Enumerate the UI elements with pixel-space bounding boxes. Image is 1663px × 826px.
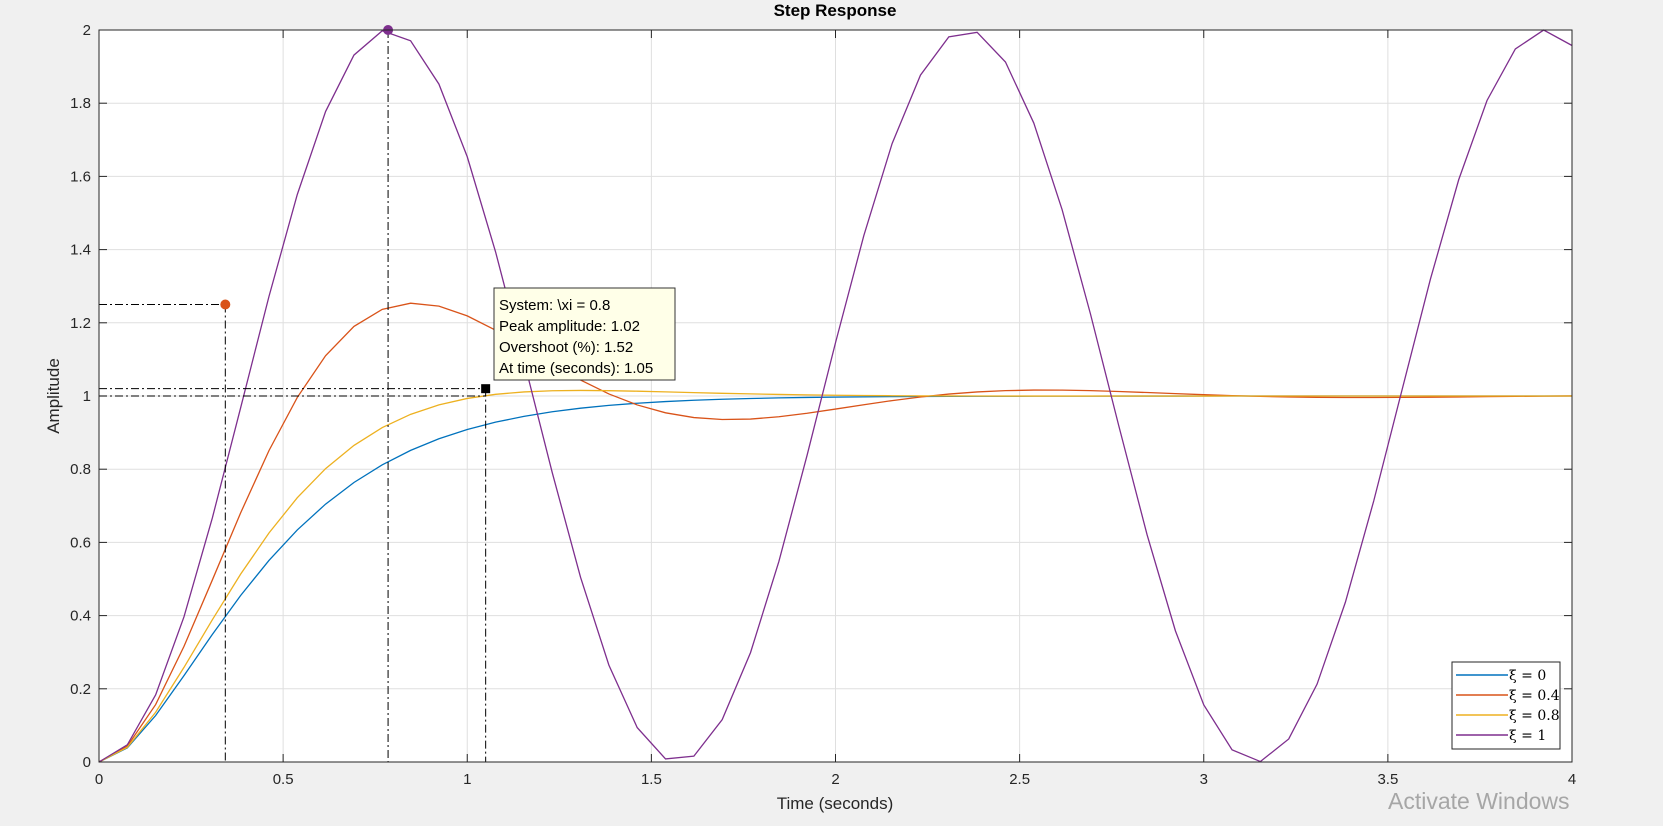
- y-tick-label: 0.8: [70, 461, 91, 478]
- legend-entry-3[interactable]: ξ = 1: [1509, 728, 1546, 744]
- peak-marker-2[interactable]: [481, 384, 491, 394]
- legend[interactable]: ξ = 0 ξ = 0.4 ξ = 0.8 ξ = 1: [1451, 661, 1561, 750]
- legend-entry-1[interactable]: ξ = 0.4: [1509, 688, 1560, 704]
- activate-windows-watermark: Activate Windows: [1388, 788, 1570, 814]
- peak-marker-0[interactable]: [220, 299, 231, 310]
- y-tick-label: 0.6: [70, 534, 91, 551]
- series-line-1: [98, 302, 1573, 763]
- data-tip-line: Overshoot (%): 1.52: [499, 339, 633, 356]
- legend-entry-2[interactable]: ξ = 0.8: [1509, 708, 1560, 724]
- y-tick-label: 1: [83, 388, 91, 405]
- y-tick-label: 2: [83, 22, 91, 39]
- x-tick-labels: 0 0.5 1 1.5 2 2.5 3 3.5 4: [95, 771, 1576, 788]
- x-tick-label: 1: [463, 771, 471, 788]
- y-tick-label: 0.4: [70, 608, 91, 625]
- y-tick-labels: 0 0.2 0.4 0.6 0.8 1 1.2 1.4 1.6 1.8 2: [70, 22, 91, 771]
- data-tip-line: System: \xi = 0.8: [499, 297, 610, 314]
- x-tick-label: 0: [95, 771, 103, 788]
- y-tick-label: 1.8: [70, 95, 91, 112]
- series-layer: [98, 29, 1573, 763]
- data-tip-line: Peak amplitude: 1.02: [499, 318, 640, 335]
- series-line-2: [98, 389, 1572, 763]
- plot-frame: [98, 29, 1573, 763]
- series-line-3: [98, 29, 1573, 763]
- x-tick-label: 4: [1568, 771, 1576, 788]
- x-tick-label: 3.5: [1377, 771, 1398, 788]
- x-tick-label: 2.5: [1009, 771, 1030, 788]
- legend-entry-0[interactable]: ξ = 0: [1509, 668, 1546, 684]
- x-tick-label: 0.5: [273, 771, 294, 788]
- x-tick-label: 1.5: [641, 771, 662, 788]
- y-tick-label: 1.2: [70, 315, 91, 332]
- data-tip-line: At time (seconds): 1.05: [499, 360, 653, 377]
- chart-title: Step Response: [774, 1, 897, 20]
- y-axis-label: Amplitude: [44, 358, 63, 434]
- data-tip[interactable]: System: \xi = 0.8 Peak amplitude: 1.02 Ove…: [493, 287, 676, 381]
- x-tick-label: 3: [1200, 771, 1208, 788]
- y-tick-label: 0.2: [70, 681, 91, 698]
- y-tick-label: 1.6: [70, 168, 91, 185]
- y-tick-label: 1.4: [70, 242, 91, 259]
- x-tick-label: 2: [831, 771, 839, 788]
- y-tick-label: 0: [83, 754, 91, 771]
- data-tip-box: [493, 287, 676, 381]
- x-axis-label: Time (seconds): [777, 794, 894, 813]
- peak-markers: [220, 25, 491, 394]
